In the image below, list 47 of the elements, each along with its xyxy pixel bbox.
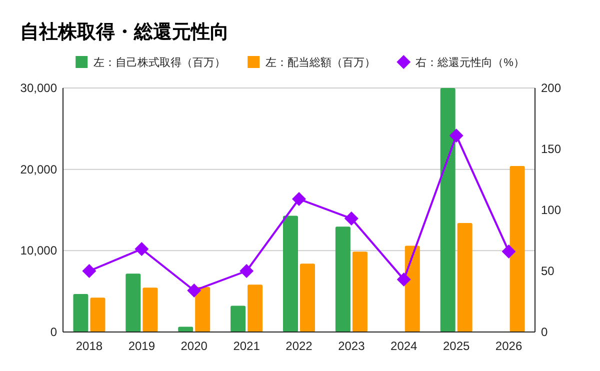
x-tick-label: 2023 — [338, 339, 366, 353]
point — [187, 284, 202, 298]
x-tick-label: 2022 — [286, 339, 313, 353]
y2-tick-label: 150 — [541, 142, 562, 156]
point — [449, 128, 464, 143]
x-tick-label: 2026 — [495, 339, 522, 353]
bar — [440, 88, 456, 332]
x-tick-label: 2024 — [390, 339, 418, 353]
point — [292, 192, 306, 206]
point — [134, 242, 149, 256]
bar — [283, 216, 298, 332]
bar — [126, 274, 141, 332]
legend-label: 左：配当総額（百万） — [266, 56, 376, 69]
bar — [178, 326, 194, 332]
y2-tick-label: 50 — [541, 264, 555, 278]
bar — [510, 166, 525, 332]
y2-tick-label: 200 — [541, 81, 562, 95]
bar — [73, 294, 88, 332]
y-tick-label: 30,000 — [20, 81, 58, 95]
bar — [457, 223, 472, 332]
bar — [404, 246, 420, 332]
y-tick-label: 0 — [50, 325, 58, 339]
y-tick-label: 20,000 — [20, 162, 58, 176]
point — [396, 272, 411, 287]
chart-title: 自社株取得・総還元性向 — [20, 21, 229, 43]
x-tick-label: 2025 — [442, 339, 470, 353]
x-tick-label: 2021 — [233, 339, 260, 353]
bar — [300, 264, 315, 332]
legend-label: 左：自己株式取得（百万） — [94, 56, 226, 69]
point — [82, 264, 96, 278]
bar — [248, 284, 263, 332]
y-tick-label: 10,000 — [20, 244, 58, 258]
bar — [335, 226, 350, 332]
y2-tick-label: 100 — [541, 203, 562, 217]
point — [240, 264, 254, 278]
bar — [352, 252, 368, 332]
y2-tick-label: 0 — [541, 325, 548, 339]
bar — [90, 298, 106, 332]
bar — [230, 306, 246, 332]
bar — [195, 287, 210, 332]
legend-label: 右：総還元性向（%） — [416, 57, 524, 69]
point — [344, 212, 358, 226]
x-tick-label: 2019 — [128, 339, 156, 353]
x-tick-label: 2018 — [76, 339, 103, 353]
x-tick-label: 2020 — [180, 339, 208, 353]
bar — [142, 288, 158, 332]
point — [502, 244, 516, 258]
